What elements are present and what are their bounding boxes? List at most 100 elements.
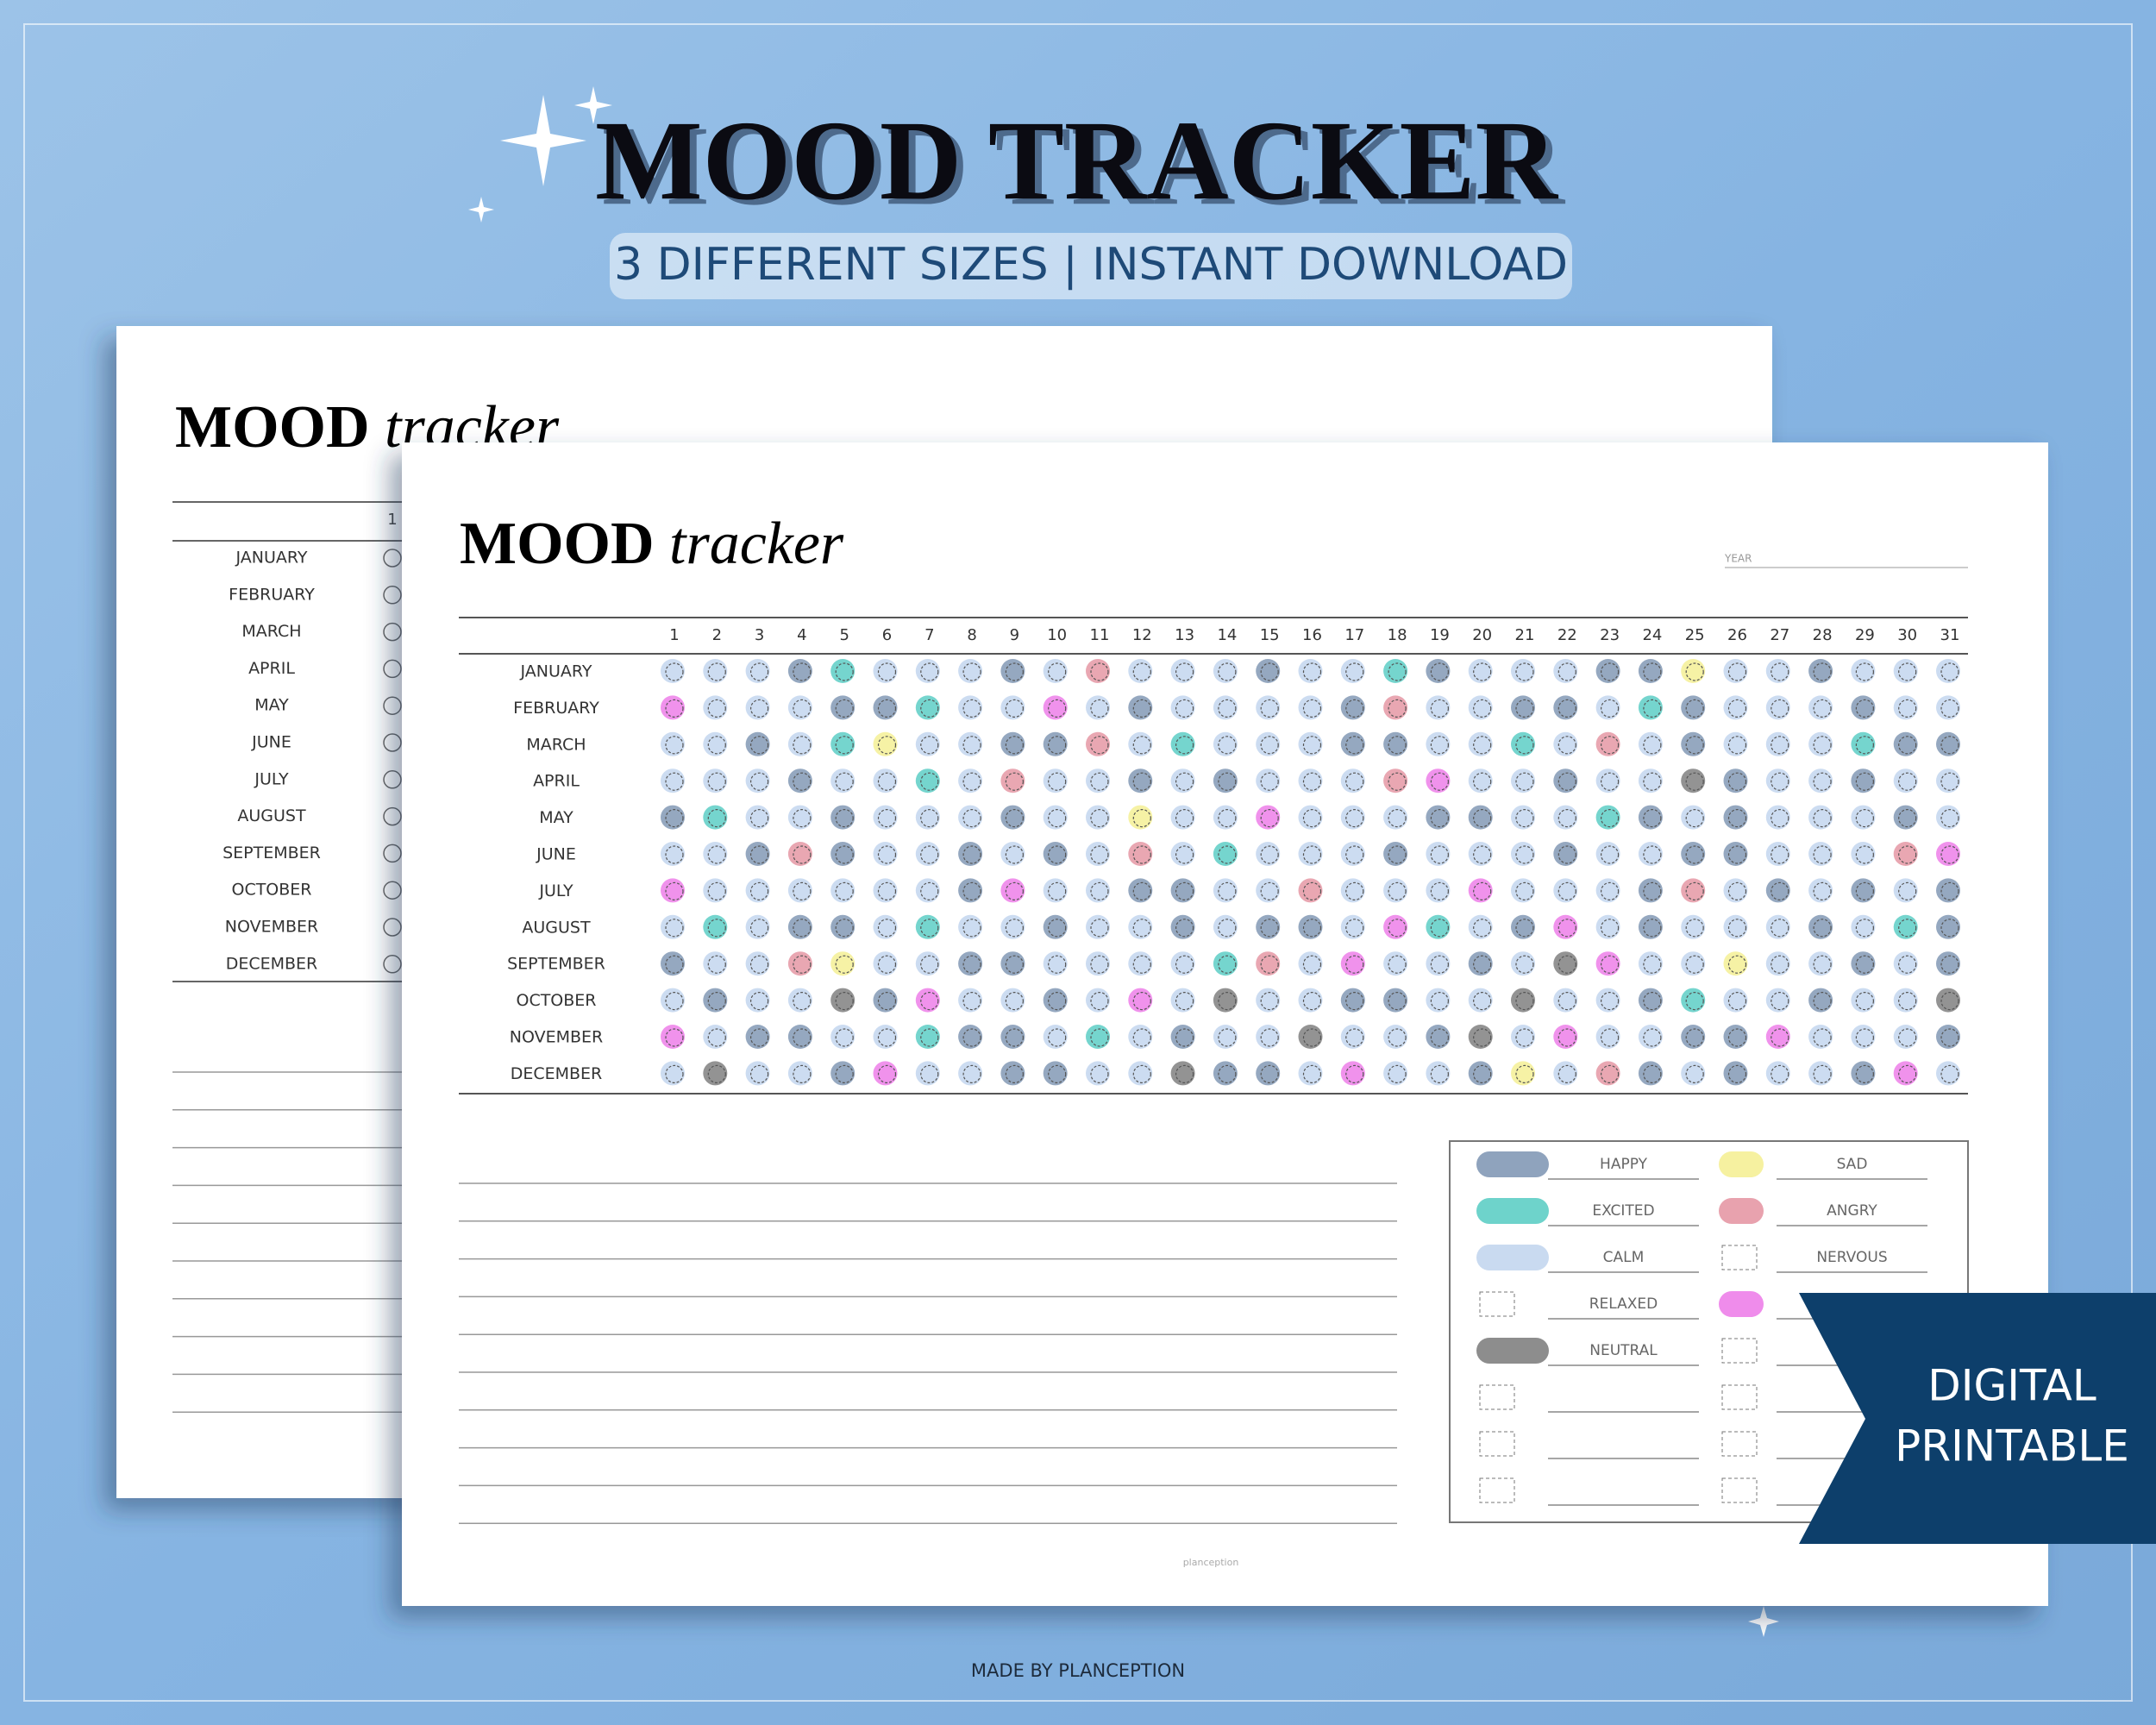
mood-fill [745,878,770,903]
mood-outline [1727,919,1747,938]
mood-fill [873,878,898,903]
mood-cell [1256,731,1281,756]
mood-outline [749,662,769,681]
mood-outline [1898,808,1917,828]
mood-outline [877,845,897,864]
mood-outline [1600,919,1620,938]
mood-fill [1511,951,1535,976]
mood-outline [1940,1064,1959,1084]
mood-fill [1936,768,1960,794]
mood-cell [830,878,856,903]
mood-outline [920,699,939,718]
mood-outline [1727,1064,1747,1084]
mood-cell [830,695,856,720]
mood-cell [1723,659,1748,683]
mood-fill [1723,1025,1748,1049]
day-label: 31 [1940,626,1960,644]
mood-cell [1213,951,1238,976]
header: MOOD TRACKER MOOD TRACKER 3 DIFFERENT SI… [595,97,1572,299]
mood-cell [1256,659,1281,683]
mood-fill [1765,914,1790,939]
mood-outline [1898,881,1917,901]
mood-outline [1388,1064,1407,1084]
legend-box-empty [1479,1384,1515,1410]
banner-line: DIGITAL [1927,1361,2096,1411]
mood-outline [1388,736,1407,755]
mood-fill [1851,842,1876,866]
mood-fill [787,988,812,1013]
mood-outline [1005,772,1025,791]
month-label: SEPTEMBER [507,955,605,974]
mood-outline [1175,955,1194,974]
mood-outline [1813,736,1832,755]
mood-cell [745,731,770,756]
mood-outline [1345,699,1364,718]
mood-cell [915,878,940,903]
mood-fill [915,731,940,756]
mood-cell [1681,914,1706,939]
mood-outline [962,919,981,938]
mood-cell [1170,1061,1195,1086]
mood-fill [1893,842,1918,866]
mood-cell [1340,1025,1365,1049]
legend-box-empty [1721,1338,1758,1364]
mood-fill [1851,878,1876,903]
mood-fill [1086,914,1110,939]
mood-fill [703,1025,728,1049]
mood-cell [1426,768,1451,794]
mood-fill [1170,951,1195,976]
day-label: 19 [1430,626,1450,644]
mood-cell [1765,842,1790,866]
mood-cell [1383,768,1408,794]
mood-cell [1086,805,1110,830]
mood-cell [958,988,983,1013]
mood-cell [787,914,812,939]
mood-cell [1723,1025,1748,1049]
mood-cell [1638,768,1663,794]
mood-outline [1643,662,1662,681]
mood-outline [749,881,769,901]
mood-cell [1000,988,1025,1013]
mood-outline [1855,881,1874,901]
mood-fill [1765,842,1790,866]
mood-fill [1383,951,1408,976]
mood-cell [915,951,940,976]
mood-fill [1340,731,1365,756]
mood-outline [877,955,897,974]
mood-cell [1681,1061,1706,1086]
mood-cell [1936,1061,1960,1086]
mood-cell [915,659,940,683]
mood-fill [1043,951,1068,976]
mood-fill [1043,1061,1068,1086]
mood-fill [1000,988,1025,1013]
mood-cell [1043,695,1068,720]
mood-outline [1855,808,1874,828]
mood-outline [1685,1064,1704,1084]
mood-fill [745,695,770,720]
mood-outline [1643,1028,1662,1047]
mood-outline [1685,1028,1704,1047]
mood-outline [1090,1028,1109,1047]
mood-fill [1681,878,1706,903]
mood-outline [1302,919,1322,938]
mood-outline [1260,736,1279,755]
mood-cell [787,1061,812,1086]
mood-fill [1595,695,1620,720]
mood-outline [1048,662,1067,681]
mood-outline [1600,772,1620,791]
mood-outline [1345,991,1364,1011]
mood-fill [1340,1025,1365,1049]
mood-fill [1426,768,1451,794]
mood-outline [962,699,981,718]
day-label: 12 [1132,626,1152,644]
day-label: 2 [712,626,722,644]
mood-outline [835,808,854,828]
mood-cell [1511,1025,1535,1049]
mood-cell [1893,805,1918,830]
mood-fill [1043,659,1068,683]
mood-fill [1681,695,1706,720]
mood-cell [1595,842,1620,866]
mood-outline [1727,1028,1747,1047]
mood-cell [1298,1025,1323,1049]
mood-cell [873,659,898,683]
